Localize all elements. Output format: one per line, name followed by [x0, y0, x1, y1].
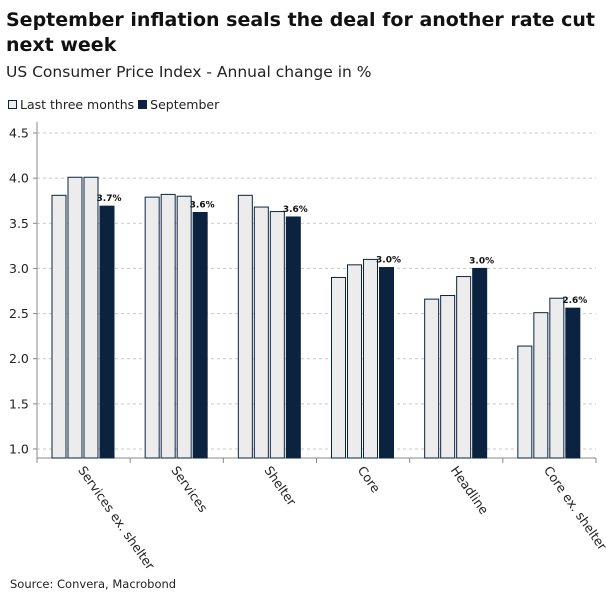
bar-last-three-months — [347, 264, 362, 459]
bar-last-three-months — [51, 194, 67, 459]
legend-swatch-light — [8, 100, 17, 109]
x-tick-label: Shelter — [261, 463, 299, 509]
x-tick-label: Services ex. shelter — [75, 463, 158, 573]
legend-item-last-three-months: Last three months — [8, 97, 134, 112]
bar-september — [99, 205, 115, 459]
legend-label-september: September — [150, 97, 220, 112]
data-label: 3.6% — [283, 205, 308, 215]
legend-label-last-three-months: Last three months — [20, 97, 135, 112]
bar-last-three-months — [144, 196, 160, 459]
bar-september — [472, 267, 488, 459]
bar-last-three-months — [533, 312, 549, 459]
bar-september — [192, 211, 208, 459]
bar-last-three-months — [253, 206, 269, 459]
x-tick-label: Core ex. shelter — [541, 463, 606, 553]
bar-last-three-months — [549, 297, 565, 459]
y-tick-label: 1.0 — [9, 441, 29, 456]
bar-last-three-months — [160, 193, 176, 459]
bar-last-three-months — [269, 211, 285, 459]
y-tick-label: 1.5 — [9, 396, 29, 411]
bar-last-three-months — [517, 345, 533, 459]
bar-last-three-months — [456, 276, 472, 459]
bar-last-three-months — [67, 176, 83, 459]
y-tick-label: 3.0 — [9, 261, 29, 276]
data-label: 3.7% — [97, 194, 122, 204]
y-tick-label: 4.5 — [9, 126, 29, 141]
bar-last-three-months — [331, 276, 346, 459]
data-label: 2.6% — [562, 296, 587, 306]
data-label: 3.6% — [190, 200, 215, 210]
bar-september — [285, 216, 301, 459]
chart-subtitle: US Consumer Price Index - Annual change … — [6, 63, 372, 81]
bar-last-three-months — [237, 194, 253, 459]
y-tick-label: 2.0 — [9, 351, 29, 366]
data-label: 3.0% — [376, 256, 401, 266]
y-tick-label: 3.5 — [9, 216, 29, 231]
chart-title: September inflation seals the deal for a… — [6, 9, 595, 56]
bar-september — [565, 307, 581, 459]
x-tick-label: Services — [168, 463, 211, 515]
y-tick-label: 2.5 — [9, 306, 29, 321]
y-tick-label: 4.0 — [9, 171, 29, 186]
bar-september — [379, 267, 394, 459]
source-note: Source: Convera, Macrobond — [10, 577, 177, 591]
x-tick-label: Core — [355, 463, 384, 496]
data-label: 3.0% — [469, 256, 494, 266]
bar-last-three-months — [424, 298, 440, 459]
bar-last-three-months — [363, 258, 378, 459]
bar-last-three-months — [440, 295, 456, 459]
x-tick-label: Headline — [448, 463, 492, 517]
legend-swatch-dark — [138, 100, 148, 109]
legend: Last three months September — [8, 97, 223, 112]
bar-last-three-months — [83, 176, 99, 459]
legend-item-september: September — [138, 97, 219, 112]
bar-last-three-months — [176, 195, 192, 459]
